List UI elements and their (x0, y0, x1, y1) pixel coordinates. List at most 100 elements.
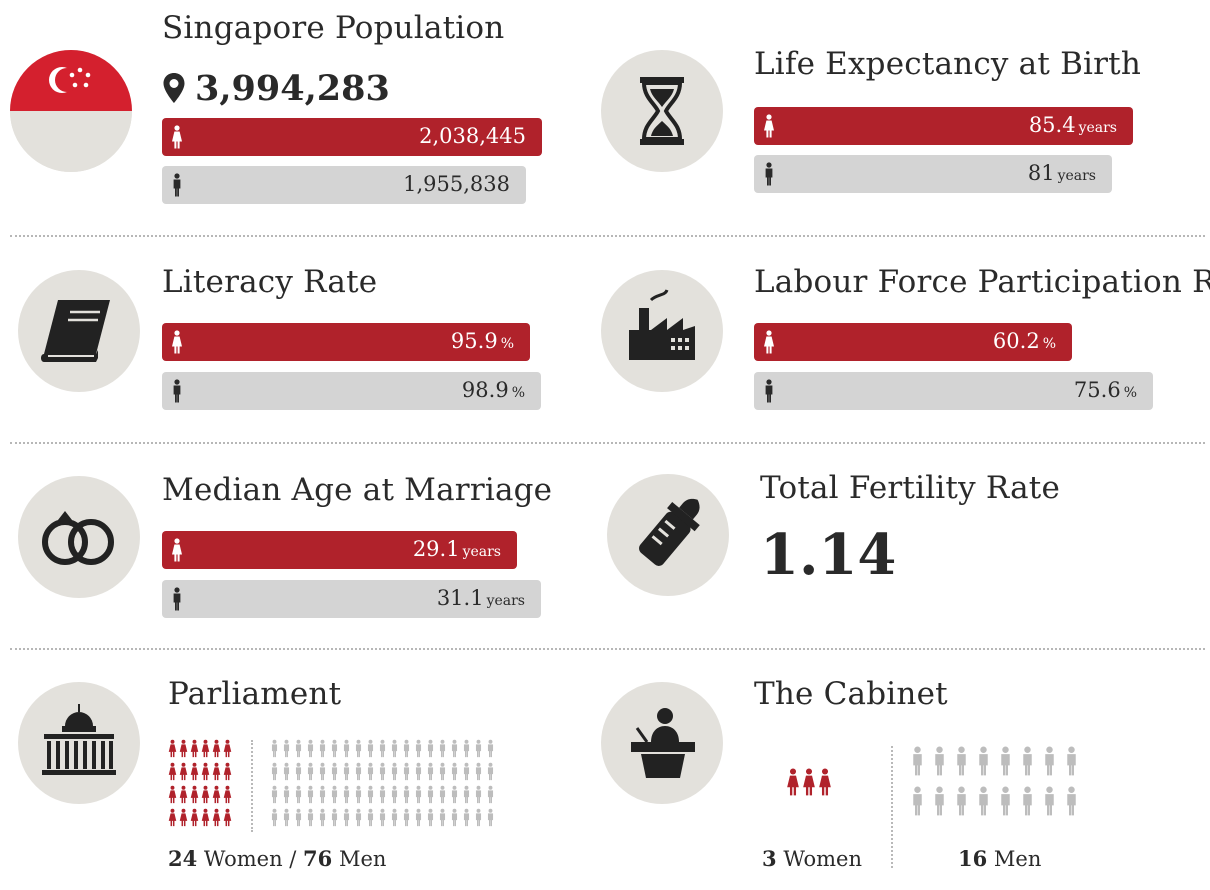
parliament-women-person-icon (212, 739, 221, 758)
population-female-bar: 2,038,445 (162, 118, 542, 156)
parliament-women-person-icon (223, 808, 232, 827)
parliament-women-person-icon (201, 808, 210, 827)
percent-unit: % (500, 336, 514, 352)
marriage-female-bar: 29.1 years (162, 531, 517, 569)
parliament-men-person-icon (367, 785, 374, 804)
cabinet-men-person-icon (1067, 746, 1076, 776)
parliament-men-person-icon (475, 762, 482, 781)
book-icon (18, 270, 140, 392)
parliament-men-person-icon (391, 808, 398, 827)
cabinet-men-person-icon (1001, 786, 1010, 816)
parliament-men-person-icon (307, 785, 314, 804)
parliament-men-person-icon (487, 739, 494, 758)
labour-female-value: 60.2 (992, 329, 1040, 353)
parliament-women-person-icon (190, 808, 199, 827)
population-male-value: 1,955,838 (403, 172, 510, 196)
parliament-women-person-icon (223, 739, 232, 758)
parliament-men-person-icon (331, 762, 338, 781)
parliament-men-person-icon (295, 808, 302, 827)
parliament-women-person-icon (179, 762, 188, 781)
parliament-men-person-icon (439, 808, 446, 827)
wedding-rings-icon (18, 476, 140, 598)
parliament-men-person-icon (319, 808, 326, 827)
parliament-men-person-icon (331, 739, 338, 758)
parliament-women-person-icon (190, 785, 199, 804)
parliament-men-person-icon (295, 785, 302, 804)
male-icon (171, 587, 183, 611)
parliament-men-person-icon (367, 739, 374, 758)
cabinet-men-person-icon (935, 786, 944, 816)
parliament-men-person-icon (427, 808, 434, 827)
parliament-men-person-icon (463, 762, 470, 781)
cabinet-women-pictogram (787, 768, 831, 796)
cabinet-separator (891, 746, 893, 868)
parliament-men-person-icon (439, 762, 446, 781)
parliament-women-person-icon (168, 808, 177, 827)
section-divider (10, 235, 1205, 237)
parliament-women-person-icon (168, 785, 177, 804)
years-unit: years (1078, 120, 1117, 136)
parliament-men-person-icon (475, 808, 482, 827)
labour-male-bar: 75.6% (754, 372, 1153, 410)
female-icon (763, 330, 775, 354)
parliament-women-person-icon (179, 808, 188, 827)
cabinet-men-person-icon (979, 746, 988, 776)
parliament-women-person-icon (201, 785, 210, 804)
parliament-women-person-icon (179, 785, 188, 804)
cabinet-men-label: Men (993, 847, 1042, 871)
cabinet-title: The Cabinet (754, 676, 948, 712)
cabinet-men-person-icon (957, 786, 966, 816)
cabinet-men-person-icon (1045, 746, 1054, 776)
literacy-female-bar: 95.9% (162, 323, 530, 361)
parliament-women-label: Women (203, 847, 283, 871)
male-icon (763, 379, 775, 403)
parliament-men-person-icon (343, 739, 350, 758)
female-icon (171, 330, 183, 354)
female-icon (171, 538, 183, 562)
parliament-men-person-icon (355, 785, 362, 804)
cabinet-women-caption: 3 Women (762, 846, 862, 871)
parliament-women-person-icon (223, 762, 232, 781)
parliament-women-person-icon (168, 762, 177, 781)
cabinet-men-person-icon (913, 746, 922, 776)
parliament-men-person-icon (295, 739, 302, 758)
cabinet-men-person-icon (979, 786, 988, 816)
parliament-women-person-icon (190, 739, 199, 758)
years-unit: years (462, 544, 501, 560)
cabinet-men-person-icon (1023, 786, 1032, 816)
parliament-men-person-icon (475, 785, 482, 804)
parliament-men-person-icon (331, 808, 338, 827)
cabinet-men-pictogram (913, 746, 1076, 816)
parliament-men-label: Men (338, 847, 387, 871)
parliament-women-person-icon (212, 808, 221, 827)
parliament-men-person-icon (451, 808, 458, 827)
parliament-men-person-icon (391, 762, 398, 781)
population-male-bar: 1,955,838 (162, 166, 526, 204)
cabinet-women-person-icon (803, 768, 815, 796)
parliament-men-person-icon (307, 808, 314, 827)
cabinet-women-person-icon (819, 768, 831, 796)
parliament-men-person-icon (271, 785, 278, 804)
parliament-building-icon (18, 682, 140, 804)
parliament-men-person-icon (463, 785, 470, 804)
parliament-men-person-icon (271, 762, 278, 781)
percent-unit: % (1123, 385, 1137, 401)
parliament-men-person-icon (403, 808, 410, 827)
labour-male-value: 75.6 (1073, 378, 1121, 402)
parliament-men-person-icon (319, 785, 326, 804)
parliament-men-person-icon (319, 739, 326, 758)
parliament-women-person-icon (212, 762, 221, 781)
cabinet-men-person-icon (1001, 746, 1010, 776)
parliament-women-icons (168, 738, 234, 834)
parliament-men-person-icon (379, 739, 386, 758)
parliament-men-person-icon (463, 808, 470, 827)
parliament-men-person-icon (463, 739, 470, 758)
marriage-title: Median Age at Marriage (162, 472, 553, 508)
section-divider (10, 648, 1205, 650)
parliament-men-person-icon (439, 739, 446, 758)
parliament-men-person-icon (271, 739, 278, 758)
parliament-men-person-icon (307, 762, 314, 781)
parliament-men-person-icon (391, 785, 398, 804)
parliament-men-person-icon (487, 808, 494, 827)
literacy-male-value: 98.9 (461, 378, 509, 402)
